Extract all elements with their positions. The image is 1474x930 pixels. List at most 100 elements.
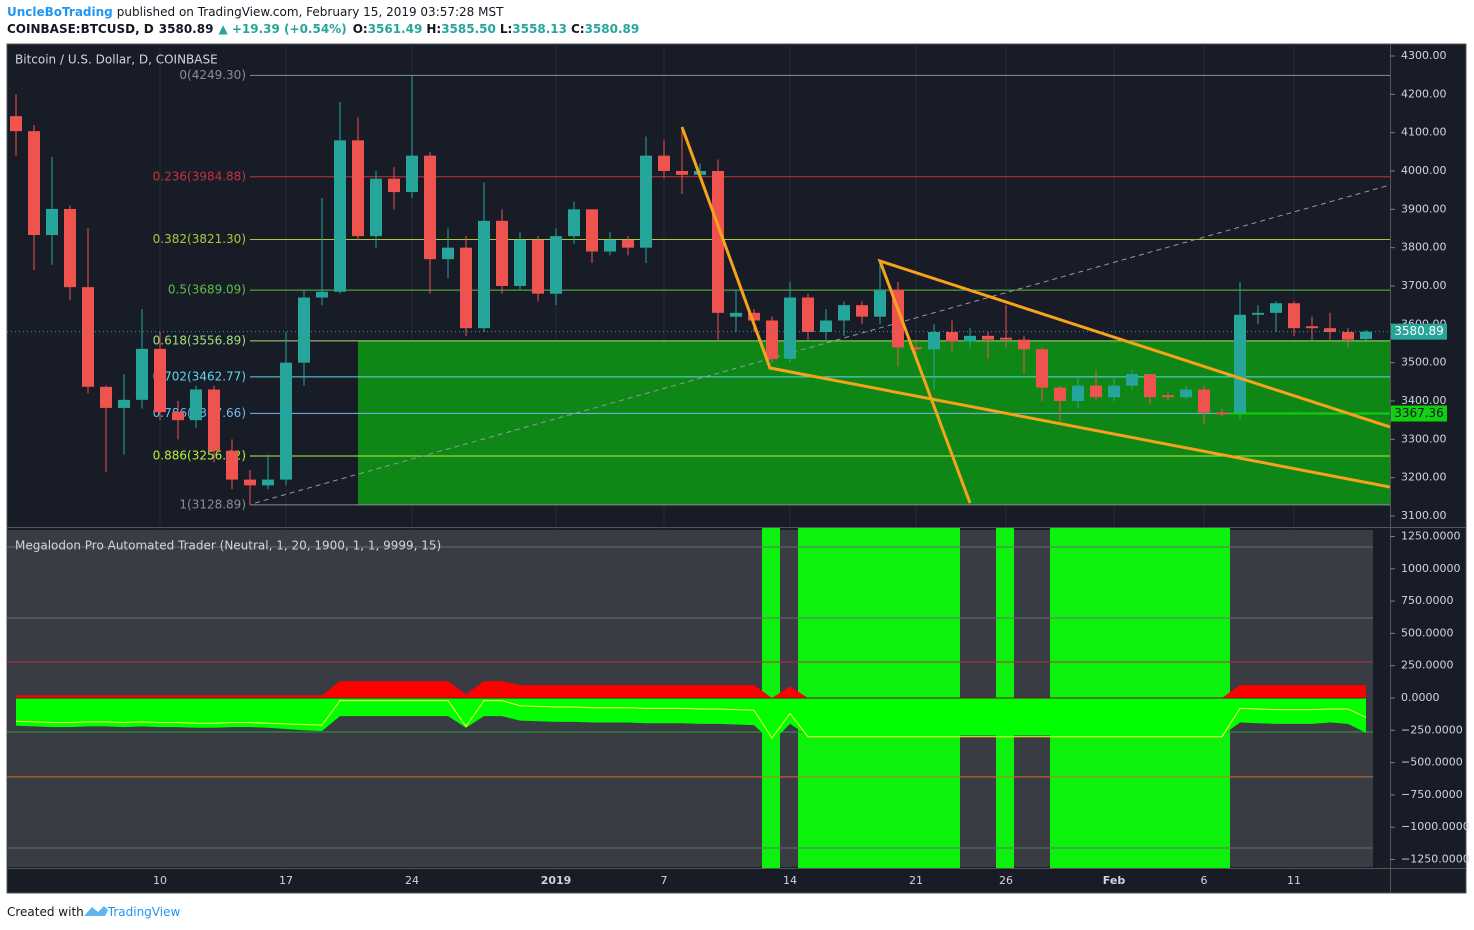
fib-label: 0.886(3256.62) — [153, 448, 246, 462]
candle-body — [406, 155, 418, 193]
candle-body — [10, 116, 22, 132]
candle-body — [1234, 314, 1246, 415]
candle-body — [154, 348, 166, 413]
indicator — [7, 546, 1373, 849]
indicator-title: Megalodon Pro Automated Trader (Neutral,… — [15, 539, 441, 553]
candle-body — [1324, 328, 1336, 332]
brand[interactable]: TradingView — [107, 905, 181, 919]
drawings — [680, 126, 1390, 504]
candle-body — [568, 209, 580, 237]
candle-body — [478, 220, 490, 329]
y-tick-label: −500.0000 — [1401, 756, 1463, 769]
x-tick-label: 2019 — [541, 874, 572, 887]
price-label-box — [1391, 323, 1447, 340]
candle-body — [910, 347, 922, 350]
candle-body — [1108, 385, 1120, 398]
fib-retracement: 0(4249.30) 0.236(3984.88) 0.382(3821.30) 0.… — [153, 68, 1390, 511]
trend-line — [680, 126, 1390, 489]
candle-body — [946, 331, 958, 342]
candle-body — [424, 155, 436, 260]
candle-body — [1216, 412, 1228, 415]
candle-body — [352, 140, 364, 237]
candle-body — [748, 312, 760, 321]
candle-body — [838, 305, 850, 321]
y-tick-label: −1250.0000 — [1401, 852, 1470, 865]
candle-body — [874, 289, 886, 317]
ohlc-key: L: — [500, 22, 512, 36]
candle-body — [550, 236, 562, 294]
fib-label: 0.382(3821.30) — [153, 232, 246, 246]
candle-body — [856, 305, 868, 317]
ohlc-value: 3585.50 — [441, 22, 496, 36]
candle-body — [1252, 312, 1264, 315]
y-tick-label: 3900.00 — [1401, 202, 1447, 215]
footer: Created with TradingView — [7, 905, 180, 919]
x-tick-label: 17 — [279, 874, 293, 887]
candle-body — [64, 208, 76, 288]
published: published on TradingView.com, February 1… — [117, 5, 504, 19]
price-label: 3367.36 — [1394, 406, 1444, 420]
y-tick-label: 4100.00 — [1401, 126, 1447, 139]
ohlc-key: H: — [426, 22, 441, 36]
axes: 10 17 24 2019 7 14 21 26 Feb 6 11 4300.00 4200.00 410… — [153, 49, 1470, 887]
y-tick-label: 4300.00 — [1401, 49, 1447, 62]
y-tick-label: 3700.00 — [1401, 279, 1447, 292]
candle-body — [766, 320, 778, 359]
candle-body — [280, 362, 292, 480]
y-tick-label: −1000.0000 — [1401, 820, 1470, 833]
y-tick-label: 1250.0000 — [1401, 530, 1461, 543]
candle-body — [1036, 349, 1048, 388]
candle-body — [118, 399, 130, 408]
candle-body — [1090, 385, 1102, 398]
candle-body — [1360, 331, 1372, 340]
signal-line — [15, 700, 1367, 739]
candle-body — [334, 140, 346, 292]
candle-body — [388, 178, 400, 193]
candle-body — [208, 389, 220, 451]
candle-body — [1144, 374, 1156, 398]
fib-trend-line — [254, 184, 1391, 504]
candle-body — [640, 155, 652, 248]
y-tick-label: 3300.00 — [1401, 432, 1447, 445]
x-tick-label: Feb — [1103, 874, 1126, 887]
y-tick-label: 3200.00 — [1401, 471, 1447, 484]
price-label-box — [1391, 405, 1447, 422]
author[interactable]: UncleBoTrading — [7, 5, 113, 19]
y-tick-label: 500.0000 — [1401, 626, 1454, 639]
candle-body — [244, 479, 256, 486]
candle-body — [1072, 385, 1084, 401]
x-tick-label: 10 — [153, 874, 167, 887]
logo — [84, 906, 108, 916]
created-with: Created with — [7, 905, 84, 919]
candle-body — [460, 247, 472, 329]
x-tick-label: 14 — [783, 874, 797, 887]
candle-body — [1180, 389, 1192, 398]
y-tick-label: 250.0000 — [1401, 659, 1454, 672]
candle-body — [136, 348, 148, 400]
candle-body — [46, 208, 58, 236]
candle-body — [820, 320, 832, 332]
last-price: 3580.89 — [159, 22, 214, 36]
candle-body — [964, 335, 976, 342]
candle-body — [370, 178, 382, 237]
change: ▲ +19.39 (+0.54%) — [218, 22, 346, 36]
candle-body — [190, 389, 202, 421]
candle-body — [1000, 337, 1012, 340]
candle-body — [496, 220, 508, 286]
fib-zone — [358, 340, 1390, 505]
candle-body — [658, 155, 670, 171]
fib-label: 0.702(3462.77) — [153, 369, 246, 383]
candle-body — [784, 297, 796, 359]
ohlc-key: C: — [571, 22, 585, 36]
ohlc: O:3561.49 H:3585.50 L:3558.13 C:3580.89 — [353, 22, 640, 36]
candle-body — [622, 239, 634, 248]
symbol: COINBASE:BTCUSD, D — [7, 22, 154, 36]
y-tick-label: 3500.00 — [1401, 356, 1447, 369]
candle-body — [100, 386, 112, 408]
candle-body — [532, 239, 544, 294]
fib-label: 1(3128.89) — [179, 497, 246, 511]
fib-label: 0.236(3984.88) — [153, 169, 246, 183]
y-tick-label: 4200.00 — [1401, 87, 1447, 100]
candle-body — [1288, 303, 1300, 329]
